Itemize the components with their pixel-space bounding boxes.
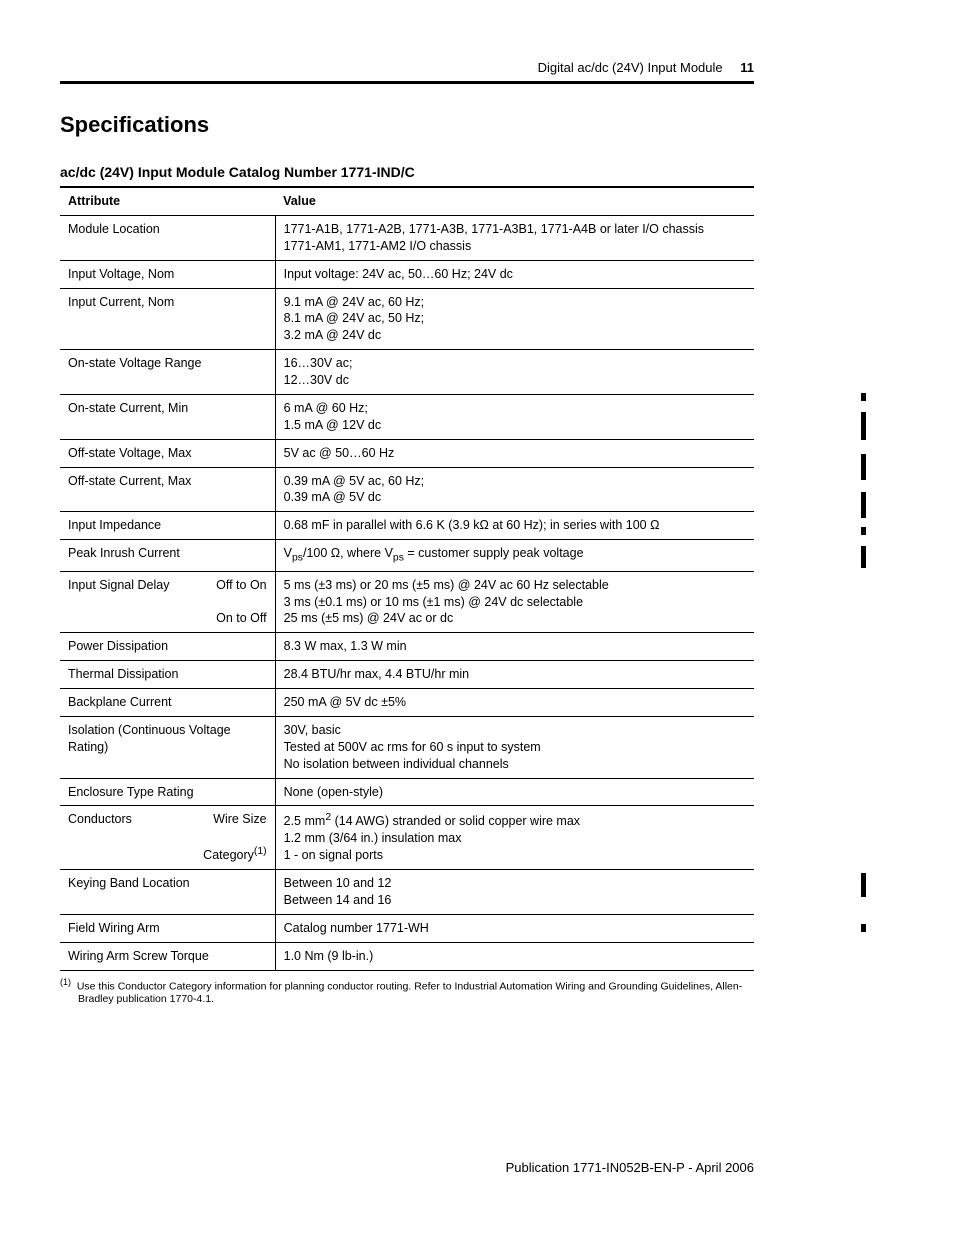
cell-attribute: Off-state Current, Max — [60, 467, 275, 512]
table-row: Input Impedance0.68 mF in parallel with … — [60, 512, 754, 540]
cell-value: 6 mA @ 60 Hz;1.5 mA @ 12V dc — [275, 394, 754, 439]
cell-value: Catalog number 1771-WH — [275, 914, 754, 942]
doc-title: Digital ac/dc (24V) Input Module — [538, 60, 723, 75]
cell-value: 9.1 mA @ 24V ac, 60 Hz;8.1 mA @ 24V ac, … — [275, 288, 754, 350]
content-area: ac/dc (24V) Input Module Catalog Number … — [60, 164, 754, 1006]
spec-table: Attribute Value Module Location1771-A1B,… — [60, 186, 754, 971]
cell-value: 30V, basicTested at 500V ac rms for 60 s… — [275, 716, 754, 778]
cell-attribute: Conductors Wire SizeCategory(1) — [60, 806, 275, 870]
table-row: Backplane Current250 mA @ 5V dc ±5% — [60, 689, 754, 717]
footnote-text: Use this Conductor Category information … — [77, 980, 742, 1005]
cell-value: 5V ac @ 50…60 Hz — [275, 439, 754, 467]
change-bar — [861, 412, 866, 440]
table-row: Input Voltage, NomInput voltage: 24V ac,… — [60, 260, 754, 288]
table-header-row: Attribute Value — [60, 187, 754, 215]
table-row: Keying Band LocationBetween 10 and 12Bet… — [60, 870, 754, 915]
table-row: On-state Voltage Range16…30V ac;12…30V d… — [60, 350, 754, 395]
change-bar — [861, 454, 866, 480]
cell-value: 2.5 mm2 (14 AWG) stranded or solid coppe… — [275, 806, 754, 870]
cell-value: 5 ms (±3 ms) or 20 ms (±5 ms) @ 24V ac 6… — [275, 571, 754, 633]
table-row: On-state Current, Min6 mA @ 60 Hz;1.5 mA… — [60, 394, 754, 439]
attribute-main: Conductors — [68, 811, 132, 864]
cell-attribute: Enclosure Type Rating — [60, 778, 275, 806]
cell-value: 1.0 Nm (9 lb-in.) — [275, 942, 754, 970]
cell-attribute: On-state Voltage Range — [60, 350, 275, 395]
cell-value: 250 mA @ 5V dc ±5% — [275, 689, 754, 717]
section-title: Specifications — [60, 112, 894, 138]
cell-attribute: Input Voltage, Nom — [60, 260, 275, 288]
col-header-value: Value — [275, 187, 754, 215]
cell-attribute: Module Location — [60, 215, 275, 260]
table-row: Power Dissipation8.3 W max, 1.3 W min — [60, 633, 754, 661]
col-header-attribute: Attribute — [60, 187, 275, 215]
cell-value: 0.68 mF in parallel with 6.6 K (3.9 kΩ a… — [275, 512, 754, 540]
table-row: Input Current, Nom9.1 mA @ 24V ac, 60 Hz… — [60, 288, 754, 350]
table-row: Off-state Current, Max0.39 mA @ 5V ac, 6… — [60, 467, 754, 512]
cell-attribute: Wiring Arm Screw Torque — [60, 942, 275, 970]
table-row: Module Location1771-A1B, 1771-A2B, 1771-… — [60, 215, 754, 260]
cell-attribute: Keying Band Location — [60, 870, 275, 915]
cell-attribute: Thermal Dissipation — [60, 661, 275, 689]
table-row: Field Wiring ArmCatalog number 1771-WH — [60, 914, 754, 942]
attribute-sublabel: Off to OnOn to Off — [216, 577, 267, 628]
page-number: 11 — [740, 60, 754, 75]
header-rule — [60, 81, 754, 84]
table-row: Enclosure Type RatingNone (open-style) — [60, 778, 754, 806]
cell-value: 28.4 BTU/hr max, 4.4 BTU/hr min — [275, 661, 754, 689]
table-row: Input Signal Delay Off to OnOn to Off5 ms… — [60, 571, 754, 633]
cell-attribute: On-state Current, Min — [60, 394, 275, 439]
table-row: Isolation (Continuous Voltage Rating)30V… — [60, 716, 754, 778]
cell-attribute: Power Dissipation — [60, 633, 275, 661]
cell-value: 1771-A1B, 1771-A2B, 1771-A3B, 1771-A3B1,… — [275, 215, 754, 260]
change-bar — [861, 546, 866, 568]
cell-value: Vps/100 Ω, where Vps = customer supply p… — [275, 540, 754, 572]
cell-value: Input voltage: 24V ac, 50…60 Hz; 24V dc — [275, 260, 754, 288]
publication-footer: Publication 1771-IN052B-EN-P - April 200… — [506, 1160, 754, 1175]
footnote-marker: (1) — [60, 977, 71, 987]
table-row: Thermal Dissipation28.4 BTU/hr max, 4.4 … — [60, 661, 754, 689]
change-bar — [861, 527, 866, 535]
cell-value: Between 10 and 12Between 14 and 16 — [275, 870, 754, 915]
cell-attribute: Backplane Current — [60, 689, 275, 717]
table-row: Conductors Wire SizeCategory(1)2.5 mm2 (1… — [60, 806, 754, 870]
attribute-main: Input Signal Delay — [68, 577, 169, 628]
change-bar — [861, 393, 866, 401]
cell-attribute: Input Impedance — [60, 512, 275, 540]
cell-value: 8.3 W max, 1.3 W min — [275, 633, 754, 661]
change-bar — [861, 924, 866, 932]
cell-attribute: Input Current, Nom — [60, 288, 275, 350]
table-row: Off-state Voltage, Max5V ac @ 50…60 Hz — [60, 439, 754, 467]
cell-attribute: Off-state Voltage, Max — [60, 439, 275, 467]
cell-value: 16…30V ac;12…30V dc — [275, 350, 754, 395]
cell-value: 0.39 mA @ 5V ac, 60 Hz;0.39 mA @ 5V dc — [275, 467, 754, 512]
cell-attribute: Field Wiring Arm — [60, 914, 275, 942]
cell-value: None (open-style) — [275, 778, 754, 806]
cell-attribute: Input Signal Delay Off to OnOn to Off — [60, 571, 275, 633]
table-row: Wiring Arm Screw Torque1.0 Nm (9 lb-in.) — [60, 942, 754, 970]
attribute-sublabel: Wire SizeCategory(1) — [203, 811, 266, 864]
change-bar — [861, 492, 866, 518]
table-footnote: (1) Use this Conductor Category informat… — [60, 977, 754, 1007]
table-row: Peak Inrush CurrentVps/100 Ω, where Vps … — [60, 540, 754, 572]
change-bar — [861, 873, 866, 897]
table-caption: ac/dc (24V) Input Module Catalog Number … — [60, 164, 754, 180]
cell-attribute: Peak Inrush Current — [60, 540, 275, 572]
cell-attribute: Isolation (Continuous Voltage Rating) — [60, 716, 275, 778]
running-header: Digital ac/dc (24V) Input Module 11 — [60, 60, 894, 75]
